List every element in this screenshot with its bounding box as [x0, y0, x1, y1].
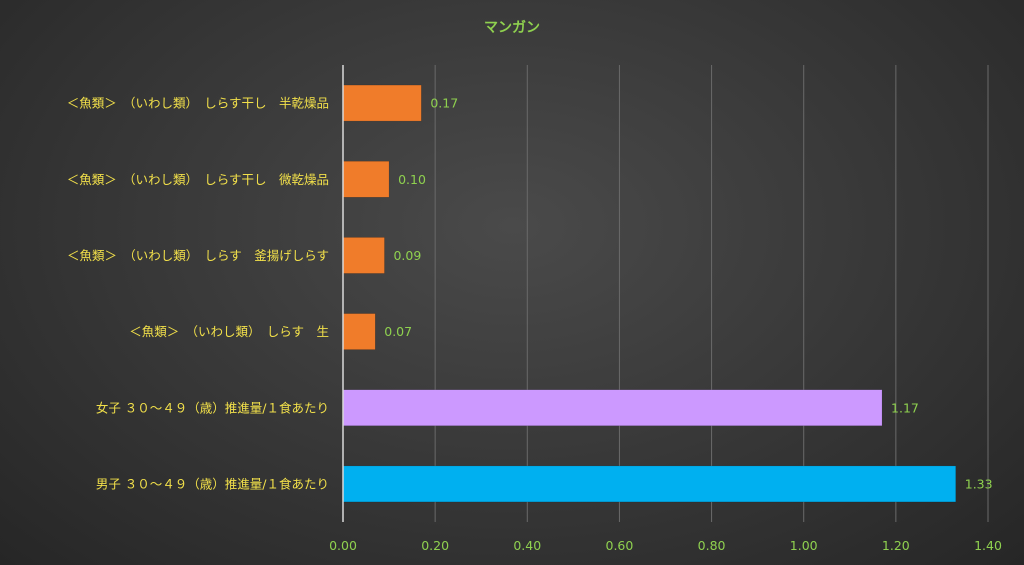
x-tick-label: 1.40	[974, 538, 1002, 553]
bar	[342, 84, 422, 122]
x-tick-label: 1.00	[790, 538, 818, 553]
category-labels: ＜魚類＞ （いわし類） しらす干し 半乾燥品 ＜魚類＞ （いわし類） しらす干し …	[67, 96, 329, 492]
data-label: 0.17	[430, 96, 458, 111]
chart-title: マンガン	[484, 20, 540, 36]
bar	[342, 465, 956, 503]
data-label: 1.17	[891, 400, 919, 415]
data-labels: 0.17 0.10 0.09 0.07 1.17 1.33	[384, 96, 992, 492]
data-label: 0.10	[398, 172, 426, 187]
bar	[342, 389, 883, 426]
x-tick-label: 0.80	[698, 538, 726, 553]
x-tick-label: 0.40	[513, 538, 541, 553]
category-label: ＜魚類＞ （いわし類） しらす干し 半乾燥品	[67, 96, 329, 111]
bar	[342, 237, 385, 274]
bar	[342, 161, 390, 198]
data-label: 0.07	[384, 324, 412, 339]
x-tick-label: 0.60	[606, 538, 634, 553]
gridlines	[434, 65, 989, 522]
x-tick-label: 0.20	[421, 538, 449, 553]
category-label: ＜魚類＞ （いわし類） しらす干し 微乾燥品	[67, 172, 329, 187]
bars	[342, 84, 956, 503]
x-tick-labels: 0.00 0.20 0.40 0.60 0.80 1.00 1.20 1.40	[329, 538, 1002, 553]
category-label: 男子 ３０～４９（歳）推進量/１食あたり	[96, 476, 329, 491]
x-tick-label: 1.20	[882, 538, 910, 553]
bar	[342, 313, 376, 350]
category-label: 女子 ３０～４９（歳）推進量/１食あたり	[96, 400, 329, 415]
category-label: ＜魚類＞ （いわし類） しらす 釜揚げしらす	[67, 248, 329, 263]
x-tick-label: 0.00	[329, 538, 357, 553]
data-label: 1.33	[965, 476, 993, 491]
category-label: ＜魚類＞ （いわし類） しらす 生	[129, 324, 329, 339]
data-label: 0.09	[393, 248, 421, 263]
